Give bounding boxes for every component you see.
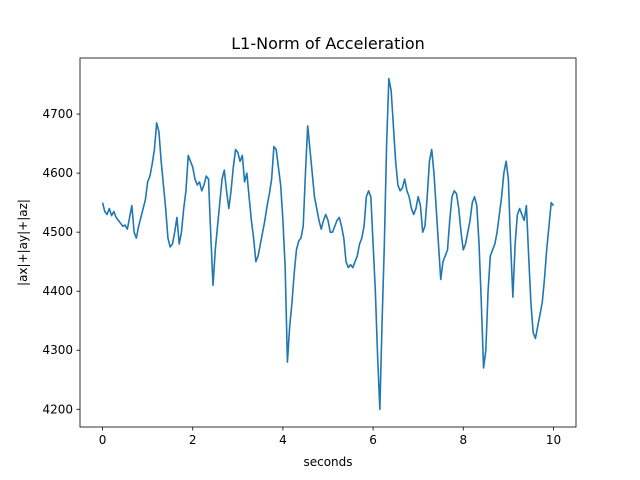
x-axis-label: seconds: [303, 455, 352, 469]
x-axis-ticks: 0 2 4 6 8 10: [99, 427, 561, 447]
series-line: [101, 77, 555, 411]
y-axis-label: |ax|+|ay|+|az|: [16, 199, 30, 286]
chart-title: L1-Norm of Acceleration: [231, 34, 425, 53]
y-tick-label: 4400: [42, 284, 73, 298]
series-layer: [101, 77, 555, 411]
x-tick-label: 0: [99, 433, 107, 447]
x-tick-label: 2: [189, 433, 197, 447]
y-axis-ticks: 4200 4300 4400 4500 4600 4700: [42, 107, 80, 416]
y-tick-label: 4200: [42, 402, 73, 416]
x-tick-label: 10: [546, 433, 561, 447]
y-tick-label: 4700: [42, 107, 73, 121]
x-tick-label: 6: [369, 433, 377, 447]
x-tick-label: 8: [459, 433, 467, 447]
plot-area: [79, 57, 577, 428]
y-tick-label: 4300: [42, 343, 73, 357]
axes-frame: [79, 57, 577, 428]
x-tick-label: 4: [279, 433, 287, 447]
y-tick-label: 4600: [42, 166, 73, 180]
y-tick-label: 4500: [42, 225, 73, 239]
